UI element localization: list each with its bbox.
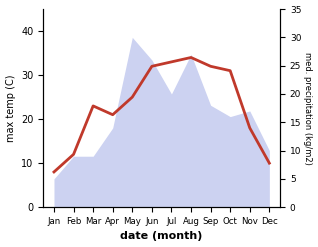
Y-axis label: max temp (C): max temp (C) bbox=[5, 74, 16, 142]
Y-axis label: med. precipitation (kg/m2): med. precipitation (kg/m2) bbox=[303, 52, 313, 165]
X-axis label: date (month): date (month) bbox=[121, 231, 203, 242]
